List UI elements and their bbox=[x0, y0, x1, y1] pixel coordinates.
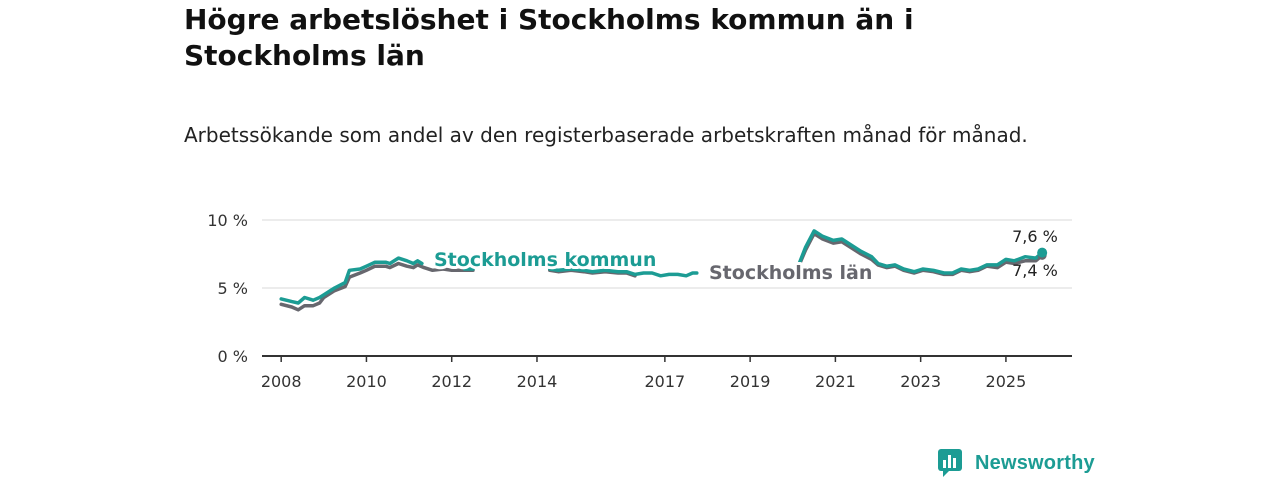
series-line-kommun bbox=[797, 229, 1044, 275]
end-label-lan: 7,4 % bbox=[1012, 261, 1058, 280]
series-label-lan: Stockholms län bbox=[709, 262, 872, 284]
series-lines bbox=[279, 229, 1044, 312]
y-axis-ticks: 0 % 5 % 10 % bbox=[207, 211, 248, 366]
series-labels: 7,6 % 7,4 % Stockholms kommun Stockholms lä… bbox=[431, 227, 1058, 287]
y-tick-label: 10 % bbox=[207, 211, 248, 230]
x-tick-label: 2014 bbox=[517, 372, 558, 391]
x-tick-label: 2010 bbox=[346, 372, 387, 391]
grid-lines bbox=[262, 219, 1072, 289]
series-label-kommun: Stockholms kommun bbox=[434, 249, 656, 271]
brand-name: Newsworthy bbox=[975, 451, 1095, 474]
series-line-kommun bbox=[279, 256, 424, 305]
y-tick-label: 0 % bbox=[218, 347, 248, 366]
x-tick-label: 2017 bbox=[645, 372, 686, 391]
x-tick-label: 2019 bbox=[730, 372, 771, 391]
chart-title: Högre arbetslöshet i Stockholms kommun ä… bbox=[184, 3, 914, 72]
x-tick-label: 2025 bbox=[986, 372, 1027, 391]
x-axis: 2008 2010 2012 2014 2017 2019 2021 2023 2025 bbox=[261, 355, 1072, 391]
x-tick-label: 2008 bbox=[261, 372, 302, 391]
x-tick-label: 2012 bbox=[431, 372, 472, 391]
newsworthy-logo-icon bbox=[938, 449, 962, 477]
end-label-kommun: 7,6 % bbox=[1012, 227, 1058, 246]
x-tick-label: 2021 bbox=[815, 372, 856, 391]
series-line-kommun bbox=[548, 267, 699, 278]
brand-logo: Newsworthy bbox=[937, 448, 1095, 478]
y-tick-label: 5 % bbox=[218, 279, 248, 298]
x-tick-label: 2023 bbox=[900, 372, 941, 391]
series-line-lan bbox=[279, 261, 475, 312]
chart-subtitle: Arbetssökande som andel av den registerb… bbox=[184, 123, 1028, 147]
endpoint-marker-kommun bbox=[1037, 247, 1048, 258]
